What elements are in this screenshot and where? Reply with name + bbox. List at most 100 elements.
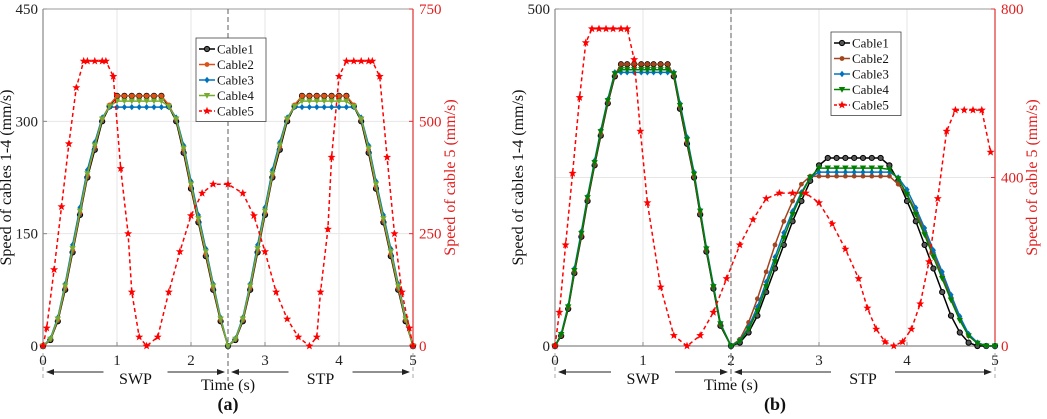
marker-dot: [869, 173, 875, 179]
chart-b: 01234505000400800Speed of cables 1-4 (mm…: [510, 2, 1041, 415]
marker-star: [39, 341, 47, 350]
marker-triangle: [84, 171, 91, 177]
marker-star: [238, 189, 247, 197]
marker-star: [925, 257, 933, 266]
marker-triangle: [670, 71, 677, 77]
marker-triangle: [239, 316, 246, 323]
marker-triangle: [571, 267, 578, 274]
marker-diamond: [922, 224, 928, 232]
series-line: [554, 71, 995, 348]
legend-label: Cable5: [852, 98, 889, 113]
marker-triangle: [690, 171, 698, 178]
marker-star: [788, 188, 797, 197]
marker-triangle: [703, 246, 710, 253]
y-axis-title: Speed of cables 1-4 (mm/s): [0, 90, 15, 266]
marker-star: [898, 337, 907, 346]
marker-star: [249, 211, 258, 220]
series-cable2: [552, 61, 998, 349]
marker-triangle: [727, 343, 735, 350]
marker-dot: [658, 61, 663, 67]
marker-star: [127, 287, 136, 296]
marker-circle: [203, 45, 211, 53]
marker-triangle: [717, 321, 724, 327]
marker-triangle: [91, 142, 98, 149]
marker-triangle: [298, 98, 306, 105]
marker-triangle: [886, 166, 893, 173]
marker-star: [942, 127, 951, 135]
marker-triangle: [591, 160, 598, 166]
legend-label: Cable3: [852, 67, 889, 82]
marker-triangle: [657, 67, 664, 73]
marker-star: [575, 93, 584, 101]
y-tick-label: 0: [31, 339, 39, 355]
marker-circle: [842, 154, 849, 162]
marker-diamond: [144, 103, 150, 111]
marker-triangle: [617, 67, 625, 73]
marker-diamond: [306, 103, 312, 111]
marker-star: [588, 24, 596, 33]
legend-label: Cable4: [217, 88, 254, 103]
marker-star: [735, 240, 744, 249]
marker-star: [933, 194, 942, 202]
marker-triangle: [745, 326, 752, 333]
marker-star: [383, 153, 392, 161]
marker-diamond: [816, 168, 822, 176]
marker-star: [124, 229, 133, 238]
marker-star: [135, 332, 144, 341]
marker-star: [916, 299, 925, 308]
marker-star: [90, 56, 99, 65]
marker-triangle: [557, 331, 565, 338]
marker-dot: [755, 296, 760, 302]
y2-axis-title: Speed of cable 5 (mm/s): [442, 99, 459, 255]
marker-star: [305, 341, 314, 350]
y-tick-label: 300: [16, 114, 39, 130]
marker-triangle: [217, 316, 224, 323]
marker-star: [907, 324, 916, 333]
marker-star: [841, 244, 850, 253]
marker-triangle: [763, 284, 770, 290]
marker-star: [617, 24, 625, 33]
marker-triangle: [650, 67, 657, 73]
marker-dot: [122, 93, 127, 99]
marker-star: [405, 323, 414, 332]
y2-tick-label: 400: [1001, 171, 1024, 187]
marker-star: [79, 56, 88, 65]
marker-triangle: [956, 317, 963, 324]
marker-star: [57, 202, 66, 211]
marker-diamond: [329, 103, 335, 111]
marker-star: [815, 198, 823, 207]
marker-diamond: [860, 168, 866, 176]
marker-star: [294, 332, 303, 341]
marker-dot: [851, 173, 857, 179]
marker-diamond: [825, 168, 831, 176]
marker-circle: [965, 339, 972, 346]
marker-triangle: [247, 283, 254, 290]
marker-triangle: [158, 98, 165, 105]
marker-circle: [956, 329, 963, 336]
marker-diamond: [839, 70, 845, 78]
marker-star: [261, 247, 269, 255]
marker-diamond: [336, 103, 342, 111]
marker-dot: [144, 93, 150, 99]
marker-triangle: [313, 98, 320, 105]
marker-dot: [159, 93, 164, 99]
marker-triangle: [565, 304, 572, 311]
phase-label-swp: SWP: [119, 371, 152, 388]
marker-dot: [618, 61, 624, 67]
marker-triangle: [76, 208, 84, 215]
marker-dot: [772, 242, 778, 248]
marker-circle: [868, 154, 875, 162]
marker-star: [390, 229, 399, 238]
x-tick-label: 4: [903, 353, 911, 369]
panel-caption: (a): [218, 394, 239, 415]
x-axis-title: Time (s): [201, 377, 255, 394]
marker-triangle: [195, 216, 202, 222]
marker-star: [986, 148, 995, 156]
x-tick-label: 2: [187, 353, 195, 369]
marker-diamond: [904, 186, 910, 193]
marker-dot: [825, 173, 831, 179]
marker-star: [636, 127, 645, 135]
marker-triangle: [306, 98, 313, 105]
marker-triangle: [254, 246, 261, 252]
